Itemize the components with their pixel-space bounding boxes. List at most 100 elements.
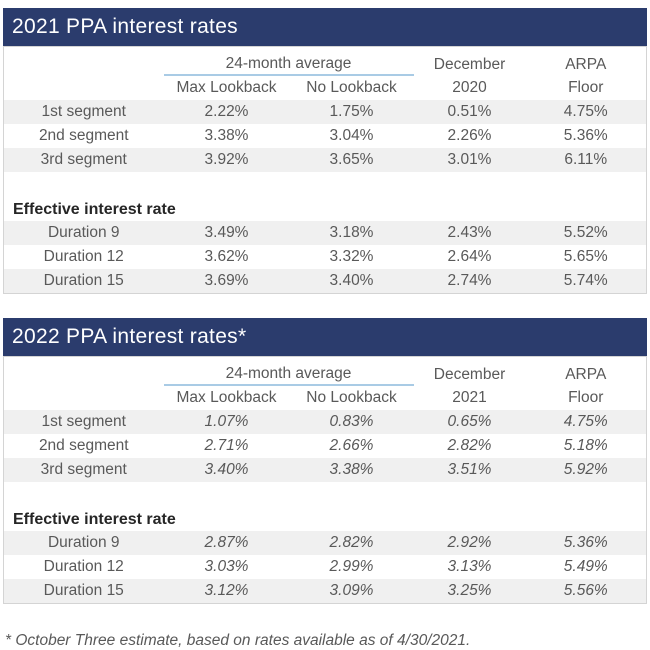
cell-value: 3.01% [447, 151, 492, 168]
table-row: Duration 9 3.49% 3.18% 2.43% 5.52% [3, 221, 647, 245]
cell-value: 3.38% [204, 127, 249, 144]
cell-value: 2.82% [329, 534, 374, 551]
row-label: 1st segment [41, 103, 126, 120]
table-row: Duration 15 3.12% 3.09% 3.25% 5.56% [3, 579, 647, 604]
rates-table: 24-month average December ARPA Max Lookback… [3, 46, 647, 294]
table-row: 3rd segment 3.40% 3.38% 3.51% 5.92% [3, 458, 647, 482]
header-row-group: 24-month average December ARPA [4, 46, 647, 76]
cell-value: 3.18% [329, 224, 374, 241]
row-label: 2nd segment [38, 437, 129, 454]
cell-value: 3.69% [204, 272, 249, 289]
col-header-december-year: 2020 [452, 78, 487, 96]
table-title: 2021 PPA interest rates [12, 15, 238, 38]
cell-value: 3.12% [204, 582, 249, 599]
cell-value: 3.38% [329, 461, 374, 478]
cell-value: 6.11% [564, 151, 608, 168]
spacer-cell [3, 172, 647, 197]
cell-value: 2.71% [204, 437, 249, 454]
col-header-no-lookback: No Lookback [306, 389, 397, 406]
col-header-no-lookback: No Lookback [306, 79, 397, 96]
row-label: 3rd segment [40, 151, 127, 168]
row-label: Duration 9 [47, 534, 120, 551]
cell-value: 2.92% [447, 534, 492, 551]
rates-table: 24-month average December ARPA Max Lookback… [3, 356, 647, 604]
effective-interest-rate-header: Effective interest rate [13, 511, 176, 528]
cell-value: 2.64% [447, 248, 492, 265]
cell-value: 0.51% [447, 103, 492, 120]
cell-value: 3.04% [329, 127, 374, 144]
cell-value: 3.49% [204, 224, 249, 241]
cell-value: 4.75% [563, 413, 608, 430]
cell-value: 2.26% [447, 127, 492, 144]
cell-value: 5.92% [563, 461, 608, 478]
table-title: 2022 PPA interest rates* [12, 325, 247, 348]
col-header-max-lookback: Max Lookback [176, 79, 277, 96]
cell-value: 0.65% [447, 413, 492, 430]
effective-interest-rate-header: Effective interest rate [13, 201, 176, 218]
cell-value: 0.83% [329, 413, 374, 430]
cell-value: 5.74% [563, 272, 608, 289]
col-header-arpa-floor: Floor [568, 388, 604, 406]
table-row: Duration 12 3.62% 3.32% 2.64% 5.65% [4, 245, 647, 269]
corner-cell [4, 47, 164, 76]
header-row-group: 24-month average December ARPA [4, 356, 647, 386]
cell-value: 2.87% [204, 534, 249, 551]
col-header-arpa: ARPA [565, 366, 607, 383]
group-header-24-month-average: 24-month average [163, 46, 414, 76]
header-row-sub: Max Lookback No Lookback 2020 Floor [4, 75, 647, 100]
table-row: 1st segment 1.07% 0.83% 0.65% 4.75% [3, 410, 647, 434]
header-row-sub: Max Lookback No Lookback 2021 Floor [4, 385, 647, 410]
cell-value: 3.13% [447, 558, 492, 575]
cell-value: 3.32% [329, 248, 374, 265]
spacer-row [3, 482, 647, 507]
col-header-arpa: ARPA [565, 56, 607, 73]
cell-value: 5.56% [563, 582, 608, 599]
cell-value: 1.75% [329, 103, 374, 120]
cell-value: 2.66% [329, 437, 374, 454]
row-label: 1st segment [41, 413, 126, 430]
cell-value: 3.09% [329, 582, 374, 599]
cell-value: 2.82% [447, 437, 492, 454]
table-row: 1st segment 2.22% 1.75% 0.51% 4.75% [3, 100, 647, 124]
corner-cell [4, 357, 164, 386]
col-header-december-year: 2021 [452, 388, 487, 406]
cell-value: 1.07% [204, 413, 249, 430]
table-title-band: 2022 PPA interest rates* [3, 318, 647, 356]
cell-value: 5.49% [563, 558, 608, 575]
row-label: Duration 12 [43, 248, 124, 265]
col-header-december: December [433, 366, 506, 383]
cell-value: 3.40% [204, 461, 249, 478]
cell-value: 3.92% [204, 151, 249, 168]
col-header-arpa-floor: Floor [568, 78, 604, 96]
table-row: Duration 9 2.87% 2.82% 2.92% 5.36% [3, 531, 647, 555]
ppa-table-2022: 2022 PPA interest rates* 24-month average… [3, 318, 647, 604]
table-title-band: 2021 PPA interest rates [3, 8, 647, 46]
cell-value: 3.25% [447, 582, 492, 599]
cell-value: 2.43% [447, 224, 492, 241]
row-label: Duration 9 [47, 224, 120, 241]
table-row: Duration 12 3.03% 2.99% 3.13% 5.49% [4, 555, 647, 579]
corner-cell [4, 75, 164, 100]
group-header-24-month-average: 24-month average [163, 356, 414, 386]
row-label: 3rd segment [40, 461, 127, 478]
cell-value: 3.62% [204, 248, 249, 265]
table-row: Duration 15 3.69% 3.40% 2.74% 5.74% [3, 269, 647, 294]
cell-value: 3.51% [447, 461, 492, 478]
table-row: 3rd segment 3.92% 3.65% 3.01% 6.11% [3, 148, 647, 172]
row-label: Duration 15 [43, 272, 124, 289]
ppa-table-2021: 2021 PPA interest rates 24-month average D… [3, 8, 647, 294]
table-row: 2nd segment 3.38% 3.04% 2.26% 5.36% [4, 124, 647, 148]
cell-value: 2.99% [329, 558, 374, 575]
section-row: Effective interest rate [4, 197, 647, 221]
cell-value: 5.18% [563, 437, 608, 454]
row-label: 2nd segment [38, 127, 129, 144]
cell-value: 5.65% [563, 248, 608, 265]
cell-value: 3.40% [329, 272, 374, 289]
cell-value: 3.03% [204, 558, 249, 575]
col-header-december: December [433, 56, 506, 73]
cell-value: 5.52% [563, 224, 608, 241]
row-label: Duration 12 [43, 558, 124, 575]
col-header-max-lookback: Max Lookback [176, 389, 277, 406]
footnote: * October Three estimate, based on rates… [5, 632, 471, 649]
